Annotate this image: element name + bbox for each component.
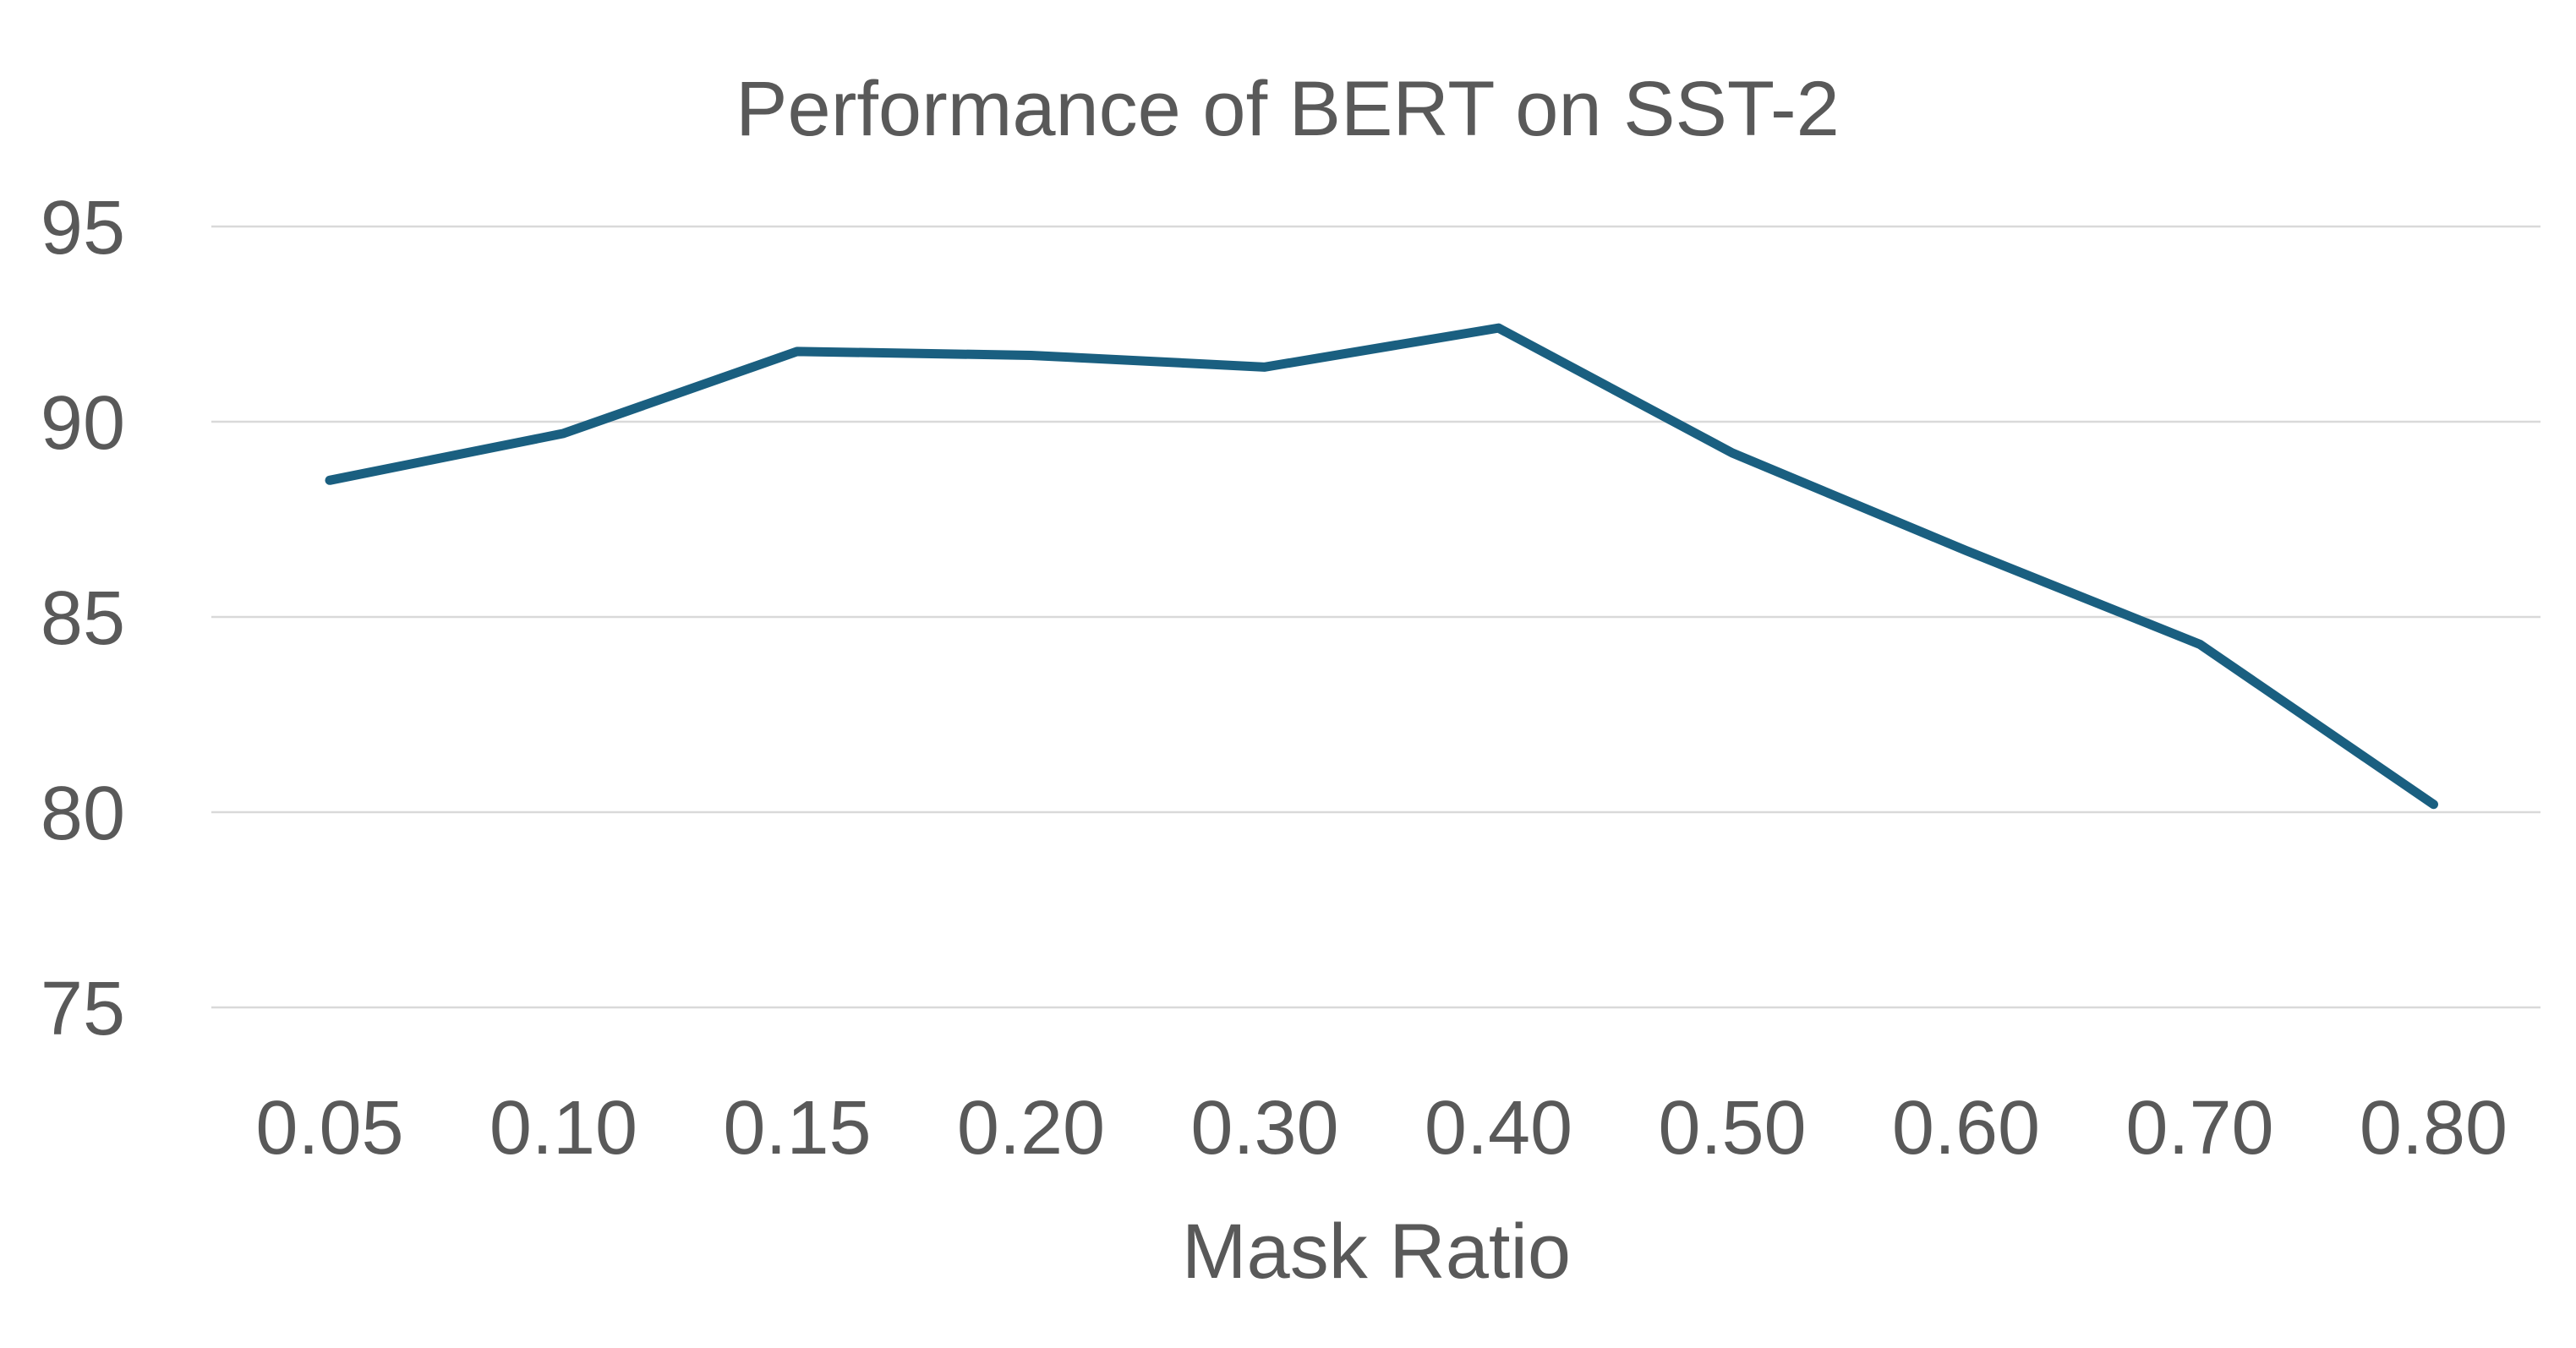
y-tick-label: 75: [41, 967, 125, 1051]
gridlines: [211, 225, 2540, 1009]
y-tick-label: 85: [41, 576, 125, 661]
x-tick-label: 0.50: [1658, 1086, 1806, 1171]
x-axis-ticks: 0.05 0.10 0.15 0.20 0.30 0.40 0.50 0.60 0.70 0.80: [255, 1086, 2508, 1171]
y-tick-label: 80: [41, 772, 125, 856]
series-lines: [325, 323, 2438, 810]
x-tick-label: 0.70: [2125, 1086, 2273, 1171]
x-tick-label: 0.15: [723, 1086, 871, 1171]
x-tick-label: 0.60: [1892, 1086, 2040, 1171]
chart-title: Performance of BERT on SST-2: [736, 66, 1840, 152]
y-tick-label: 90: [41, 381, 125, 466]
x-tick-label: 0.10: [489, 1086, 637, 1171]
x-tick-label: 0.80: [2360, 1086, 2508, 1171]
y-tick-label: 95: [41, 186, 125, 270]
x-tick-label: 0.20: [957, 1086, 1105, 1171]
x-tick-label: 0.05: [255, 1086, 403, 1171]
x-axis-label: Mask Ratio: [1182, 1209, 1571, 1295]
y-axis-ticks: 75 80 85 90 95: [41, 186, 125, 1051]
x-tick-label: 0.40: [1425, 1086, 1572, 1171]
x-tick-label: 0.30: [1190, 1086, 1338, 1171]
series-line-bert: [325, 323, 2438, 810]
